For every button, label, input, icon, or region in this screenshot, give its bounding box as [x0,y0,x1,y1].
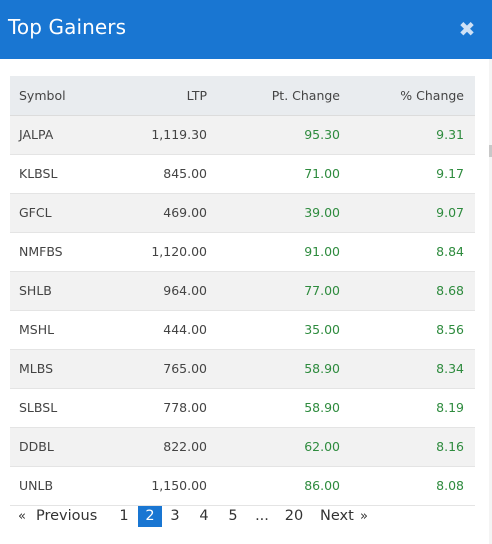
table-row[interactable]: JALPA 1,119.30 95.30 9.31 [10,115,475,154]
page-4-button[interactable]: 4 [199,508,209,524]
cell-pt-change: 58.90 [304,400,340,415]
table-row[interactable]: NMFBS 1,120.00 91.00 8.84 [10,232,475,271]
cell-pct-change: 8.08 [436,478,464,493]
pagination-ellipsis: ... [255,508,269,524]
page-2-button-active[interactable]: 2 [138,505,162,527]
cell-pct-change: 9.17 [436,166,464,181]
cell-pt-change: 58.90 [304,361,340,376]
cell-ltp: 1,120.00 [151,244,207,259]
cell-pct-change: 8.34 [436,361,464,376]
cell-symbol[interactable]: GFCL [19,205,52,220]
table-row[interactable]: MLBS 765.00 58.90 8.34 [10,349,475,388]
previous-icon[interactable]: « [18,508,26,524]
page-3-button[interactable]: 3 [170,508,180,524]
scrollbar-track[interactable] [489,59,492,544]
next-icon[interactable]: » [360,508,368,524]
header-pt-change[interactable]: Pt. Change [207,76,340,116]
table-row[interactable]: DDBL 822.00 62.00 8.16 [10,427,475,466]
cell-ltp: 765.00 [163,361,207,376]
cell-ltp: 845.00 [163,166,207,181]
cell-pt-change: 35.00 [304,322,340,337]
table-row[interactable]: MSHL 444.00 35.00 8.56 [10,310,475,349]
header-symbol[interactable]: Symbol [10,76,130,116]
modal-title: Top Gainers [8,15,127,39]
cell-symbol[interactable]: MLBS [19,361,54,376]
modal-header: Top Gainers ✖ [0,0,492,59]
cell-pct-change: 8.68 [436,283,464,298]
cell-pct-change: 8.56 [436,322,464,337]
previous-button[interactable]: Previous [36,508,98,524]
page-1-button[interactable]: 1 [119,508,129,524]
header-ltp[interactable]: LTP [130,76,207,116]
gainers-table: Symbol LTP Pt. Change % Change JALPA 1,11… [10,76,475,506]
table-row[interactable]: SLBSL 778.00 58.90 8.19 [10,388,475,427]
gainers-table-container: Symbol LTP Pt. Change % Change JALPA 1,11… [10,76,475,506]
page-20-button[interactable]: 20 [284,508,304,524]
table-row[interactable]: UNLB 1,150.00 86.00 8.08 [10,466,475,505]
cell-symbol[interactable]: KLBSL [19,166,58,181]
table-header-row: Symbol LTP Pt. Change % Change [10,76,475,116]
cell-ltp: 778.00 [163,400,207,415]
cell-symbol[interactable]: MSHL [19,322,55,337]
cell-ltp: 1,119.30 [151,127,207,142]
cell-pct-change: 9.07 [436,205,464,220]
cell-pct-change: 8.19 [436,400,464,415]
next-button[interactable]: Next [320,508,354,524]
cell-symbol[interactable]: UNLB [19,478,54,493]
table-row[interactable]: SHLB 964.00 77.00 8.68 [10,271,475,310]
cell-symbol[interactable]: NMFBS [19,244,63,259]
cell-pt-change: 39.00 [304,205,340,220]
header-pct-change[interactable]: % Change [340,76,475,116]
scrollbar-thumb[interactable] [489,145,492,157]
close-icon[interactable]: ✖ [458,17,476,41]
cell-symbol[interactable]: SLBSL [19,400,58,415]
cell-symbol[interactable]: DDBL [19,439,54,454]
table-row[interactable]: GFCL 469.00 39.00 9.07 [10,193,475,232]
pagination: « Previous 1 2 3 4 5 ... 20 Next » [10,505,470,527]
cell-pt-change: 77.00 [304,283,340,298]
cell-symbol[interactable]: JALPA [19,127,54,142]
cell-pct-change: 8.16 [436,439,464,454]
cell-pct-change: 8.84 [436,244,464,259]
table-row[interactable]: KLBSL 845.00 71.00 9.17 [10,154,475,193]
cell-ltp: 822.00 [163,439,207,454]
cell-ltp: 469.00 [163,205,207,220]
cell-ltp: 1,150.00 [151,478,207,493]
page-5-button[interactable]: 5 [228,508,238,524]
cell-pt-change: 86.00 [304,478,340,493]
cell-pt-change: 62.00 [304,439,340,454]
cell-pt-change: 91.00 [304,244,340,259]
cell-ltp: 964.00 [163,283,207,298]
cell-symbol[interactable]: SHLB [19,283,52,298]
cell-ltp: 444.00 [163,322,207,337]
cell-pt-change: 95.30 [304,127,340,142]
cell-pt-change: 71.00 [304,166,340,181]
cell-pct-change: 9.31 [436,127,464,142]
